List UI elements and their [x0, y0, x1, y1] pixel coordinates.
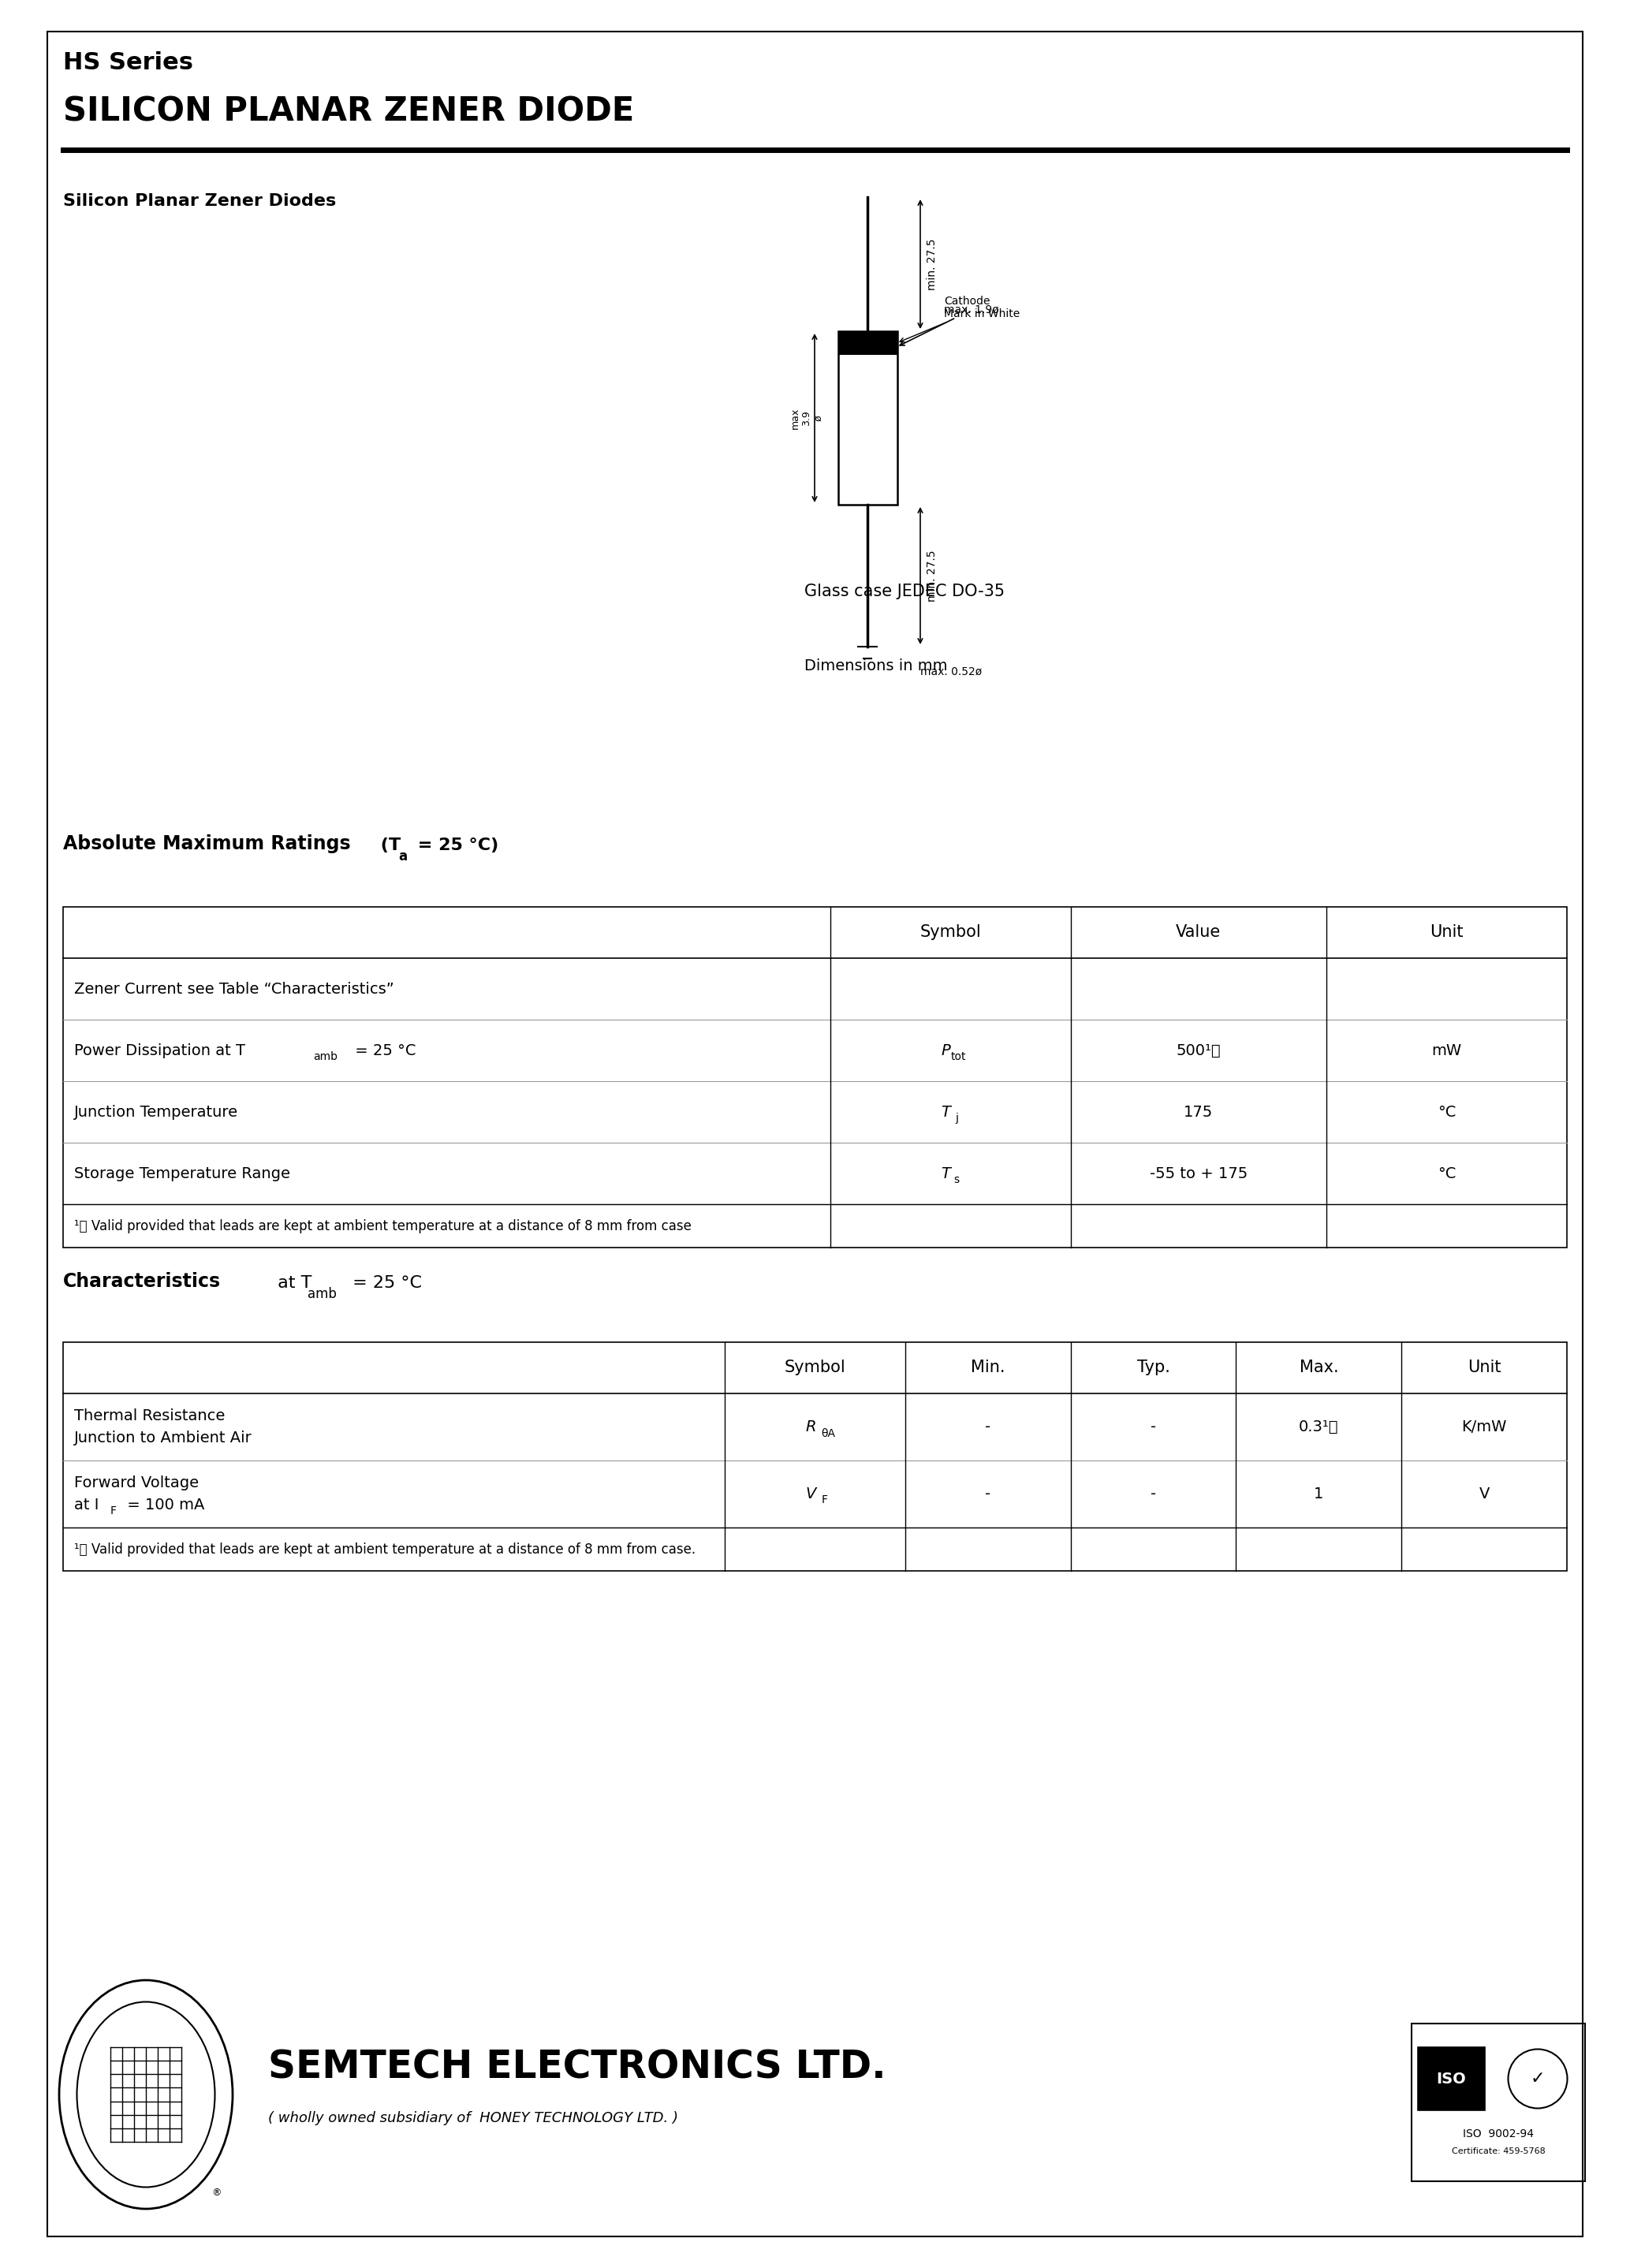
Text: ¹⧣ Valid provided that leads are kept at ambient temperature at a distance of 8 : ¹⧣ Valid provided that leads are kept at… — [73, 1542, 696, 1556]
Text: ( wholly owned subsidiary of  HONEY TECHNOLOGY LTD. ): ( wholly owned subsidiary of HONEY TECHN… — [267, 2112, 678, 2125]
Text: max. 0.52ø: max. 0.52ø — [921, 667, 981, 678]
Text: a: a — [398, 848, 408, 864]
Text: tot: tot — [950, 1050, 967, 1061]
Text: ISO: ISO — [1436, 2071, 1465, 2087]
Text: 0.3¹⧣: 0.3¹⧣ — [1299, 1420, 1338, 1433]
Text: Symbol: Symbol — [919, 925, 981, 941]
Text: R: R — [805, 1420, 817, 1433]
Text: = 25 °C: = 25 °C — [347, 1275, 422, 1290]
Text: -: - — [1151, 1486, 1156, 1501]
Text: Dimensions in mm: Dimensions in mm — [804, 658, 947, 674]
Text: mW: mW — [1431, 1043, 1462, 1057]
Text: max
3.9
ø: max 3.9 ø — [791, 408, 823, 429]
Text: = 25 °C: = 25 °C — [350, 1043, 416, 1057]
Text: 1: 1 — [1314, 1486, 1324, 1501]
Text: Unit: Unit — [1430, 925, 1464, 941]
Text: Max.: Max. — [1299, 1361, 1338, 1377]
Text: SEMTECH ELECTRONICS LTD.: SEMTECH ELECTRONICS LTD. — [267, 2048, 887, 2087]
Text: Storage Temperature Range: Storage Temperature Range — [73, 1166, 290, 1182]
Text: = 25 °C): = 25 °C) — [412, 837, 499, 853]
Text: Absolute Maximum Ratings: Absolute Maximum Ratings — [64, 835, 350, 853]
Text: T: T — [941, 1166, 950, 1182]
Text: -: - — [985, 1486, 991, 1501]
Text: -: - — [985, 1420, 991, 1433]
Text: °C: °C — [1438, 1105, 1456, 1120]
Text: Junction to Ambient Air: Junction to Ambient Air — [73, 1431, 253, 1445]
Text: Characteristics: Characteristics — [64, 1272, 222, 1290]
Text: K/mW: K/mW — [1462, 1420, 1506, 1433]
Text: ✓: ✓ — [1531, 2071, 1545, 2087]
Text: (T: (T — [375, 837, 401, 853]
Ellipse shape — [77, 2003, 215, 2186]
Text: Glass case JEDEC DO-35: Glass case JEDEC DO-35 — [804, 583, 1004, 599]
Text: min. 27.5: min. 27.5 — [926, 549, 937, 601]
Text: Junction Temperature: Junction Temperature — [73, 1105, 238, 1120]
Text: F: F — [822, 1495, 828, 1506]
Text: F: F — [111, 1506, 117, 1517]
Text: 500¹⧣: 500¹⧣ — [1177, 1043, 1221, 1057]
Text: T: T — [941, 1105, 950, 1120]
Text: Power Dissipation at T: Power Dissipation at T — [73, 1043, 244, 1057]
Text: ®: ® — [212, 2189, 222, 2198]
Text: = 100 mA: = 100 mA — [122, 1497, 204, 1513]
Text: Forward Voltage: Forward Voltage — [73, 1476, 199, 1490]
Bar — [64, 1343, 1566, 1572]
Text: -55 to + 175: -55 to + 175 — [1149, 1166, 1247, 1182]
Text: SILICON PLANAR ZENER DIODE: SILICON PLANAR ZENER DIODE — [64, 95, 634, 127]
Text: P: P — [941, 1043, 950, 1057]
Text: Certificate: 459-5768: Certificate: 459-5768 — [1451, 2148, 1545, 2155]
Text: amb: amb — [308, 1286, 337, 1302]
Text: Thermal Resistance: Thermal Resistance — [73, 1408, 225, 1424]
Ellipse shape — [1508, 2050, 1568, 2109]
Text: Silicon Planar Zener Diodes: Silicon Planar Zener Diodes — [64, 193, 336, 209]
Text: at T: at T — [272, 1275, 311, 1290]
Text: amb: amb — [313, 1050, 337, 1061]
Ellipse shape — [59, 1980, 233, 2209]
Bar — [1412, 2023, 1584, 2182]
Text: ISO  9002-94: ISO 9002-94 — [1462, 2127, 1534, 2139]
Text: Cathode
Mark in White: Cathode Mark in White — [900, 295, 1020, 342]
Text: V: V — [1478, 1486, 1490, 1501]
Text: ¹⧣ Valid provided that leads are kept at ambient temperature at a distance of 8 : ¹⧣ Valid provided that leads are kept at… — [73, 1218, 691, 1234]
Text: max. 1.9ø: max. 1.9ø — [900, 304, 999, 345]
Text: Unit: Unit — [1467, 1361, 1501, 1377]
Bar — [1418, 2048, 1485, 2109]
Text: Value: Value — [1175, 925, 1221, 941]
Text: Typ.: Typ. — [1136, 1361, 1170, 1377]
Bar — [64, 907, 1566, 1247]
Text: Symbol: Symbol — [784, 1361, 846, 1377]
Text: 175: 175 — [1183, 1105, 1213, 1120]
Bar — [838, 331, 898, 354]
Text: s: s — [954, 1175, 960, 1186]
Text: HS Series: HS Series — [64, 52, 194, 75]
Text: V: V — [805, 1486, 817, 1501]
Text: θA: θA — [822, 1429, 836, 1438]
Text: Min.: Min. — [971, 1361, 1006, 1377]
Text: min. 27.5: min. 27.5 — [926, 238, 937, 290]
Text: j: j — [955, 1114, 958, 1123]
Text: at I: at I — [73, 1497, 99, 1513]
Text: -: - — [1151, 1420, 1156, 1433]
Text: Zener Current see Table “Characteristics”: Zener Current see Table “Characteristics… — [73, 982, 394, 996]
Text: °C: °C — [1438, 1166, 1456, 1182]
Bar — [838, 331, 898, 506]
